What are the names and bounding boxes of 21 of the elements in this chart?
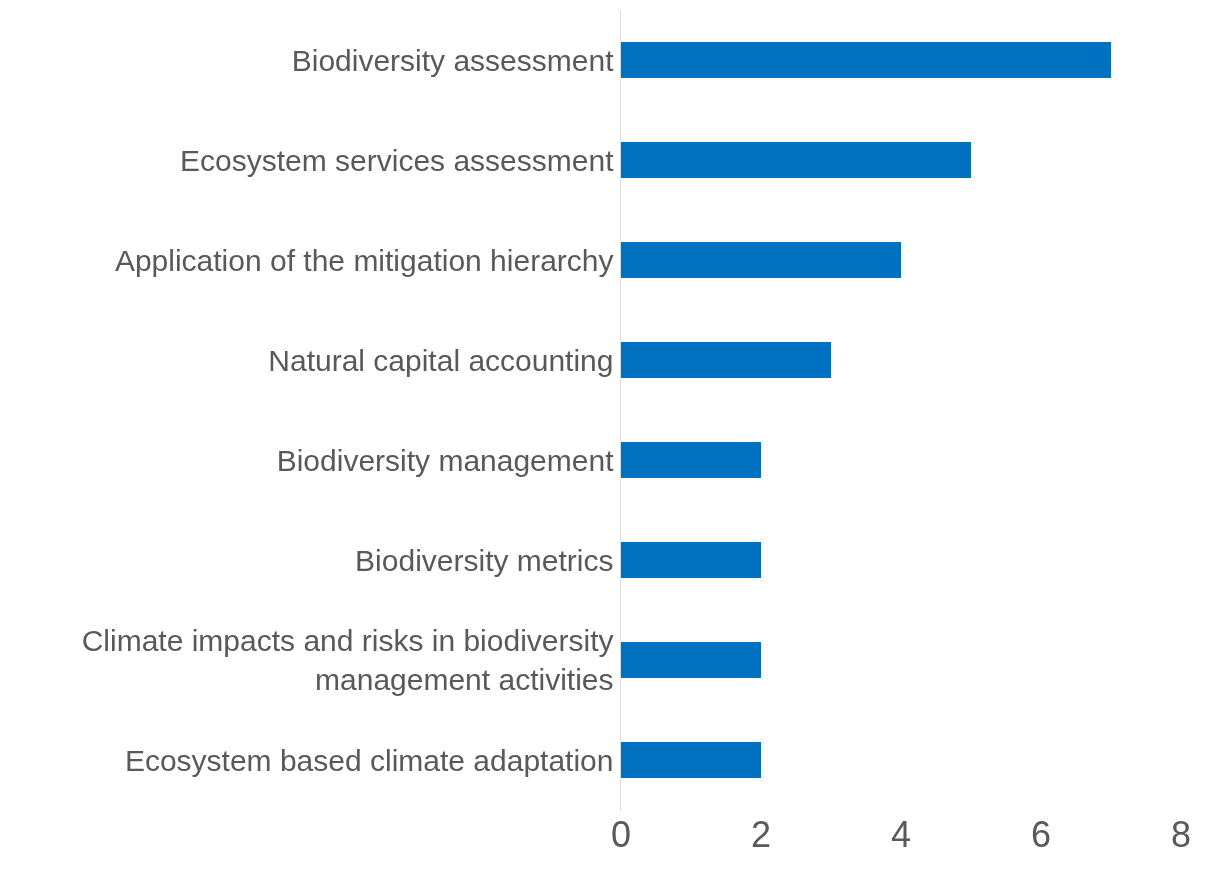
bar [621,42,1111,78]
bar [621,142,971,178]
y-tick-label: Biodiversity assessment [291,43,615,77]
bar [621,742,761,778]
x-tick-label: 4 [890,814,912,855]
x-tick-label: 6 [1030,814,1052,855]
y-tick-label: Natural capital accounting [268,343,614,377]
y-tick-label: Application of the mitigation hierarchy [114,243,614,277]
y-tick-label: Biodiversity management [276,443,615,477]
bar [621,442,761,478]
y-tick-label: Climate impacts and risks in biodiversity management activities [81,624,614,696]
y-tick-label: Ecosystem services assessment [180,143,615,177]
bar [621,342,831,378]
bar [621,542,761,578]
y-tick-label: Biodiversity metrics [355,543,614,577]
bar [621,242,901,278]
x-tick-label: 0 [610,814,632,855]
x-tick-label: 2 [750,814,772,855]
x-tick-label: 8 [1170,814,1192,855]
y-tick-label: Ecosystem based climate adaptation [124,743,614,777]
bar [621,642,761,678]
